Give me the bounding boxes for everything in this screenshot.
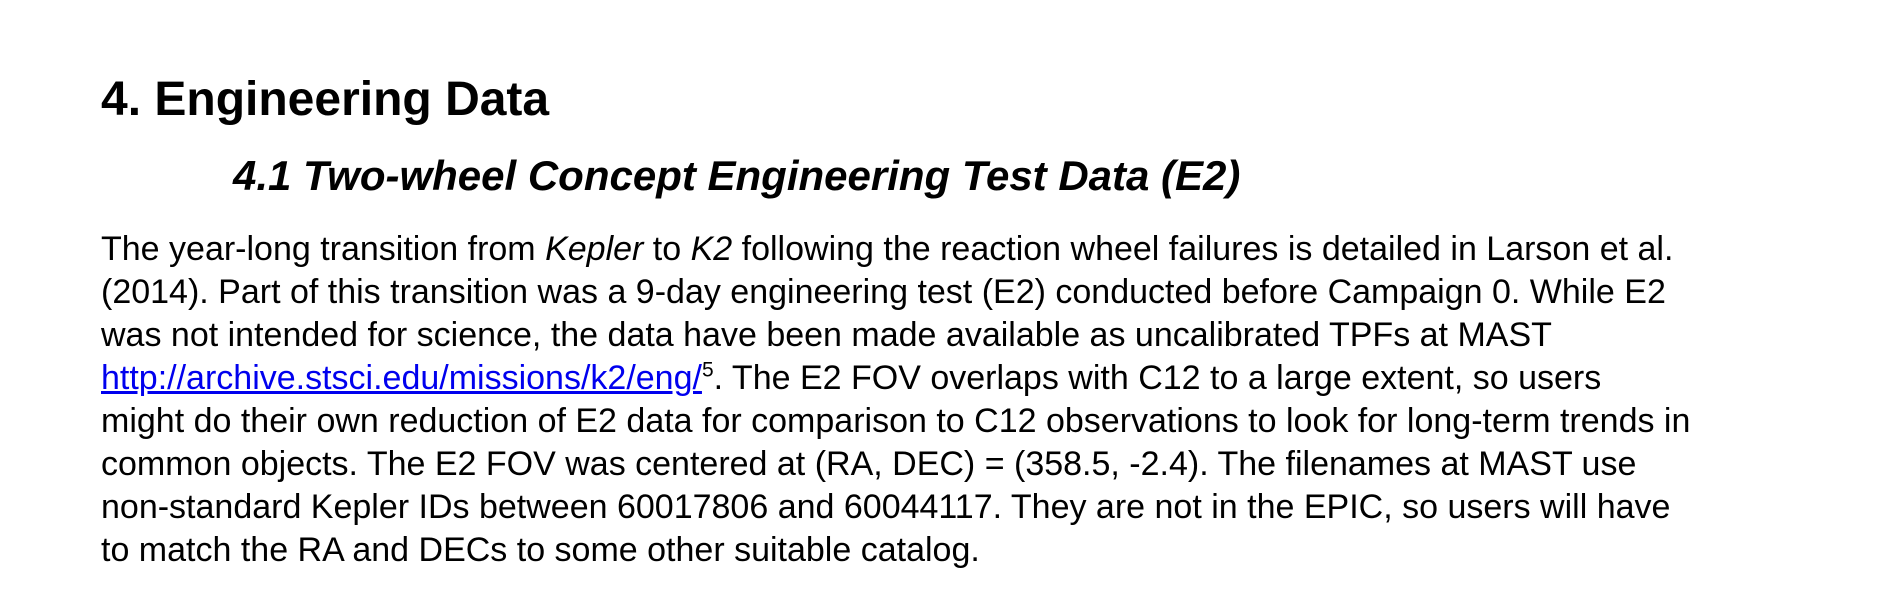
paragraph-line-8: to match the RA and DECs to some other s… xyxy=(101,531,980,569)
section-heading: 4. Engineering Data xyxy=(101,73,550,126)
mast-archive-link[interactable]: http://archive.stsci.edu/missions/k2/eng… xyxy=(101,359,702,397)
paragraph-line-2: (2014). Part of this transition was a 9-… xyxy=(101,273,1666,311)
subsection-heading: 4.1 Two-wheel Concept Engineering Test D… xyxy=(233,152,1241,199)
paragraph-line-5: might do their own reduction of E2 data … xyxy=(101,402,1691,440)
footnote-marker: 5 xyxy=(701,358,714,382)
paragraph-line-7: non-standard Kepler IDs between 60017806… xyxy=(101,488,1671,526)
paragraph-line-6: common objects. The E2 FOV was centered … xyxy=(101,445,1637,483)
paragraph-line-3: was not intended for science, the data h… xyxy=(101,316,1552,354)
text-segment: following the reaction wheel failures is… xyxy=(732,230,1674,268)
text-segment: . The E2 FOV overlaps with C12 to a larg… xyxy=(713,359,1602,397)
paragraph-line-1: The year-long transition from Kepler to … xyxy=(101,228,1821,271)
text-segment: The year-long transition from xyxy=(101,230,546,268)
kepler-italic: Kepler xyxy=(545,230,644,268)
text-segment: to xyxy=(643,230,691,268)
k2-italic: K2 xyxy=(690,230,733,268)
paragraph-line-4: http://archive.stsci.edu/missions/k2/eng… xyxy=(101,357,1821,400)
body-paragraph: The year-long transition from Kepler to … xyxy=(101,228,1821,572)
